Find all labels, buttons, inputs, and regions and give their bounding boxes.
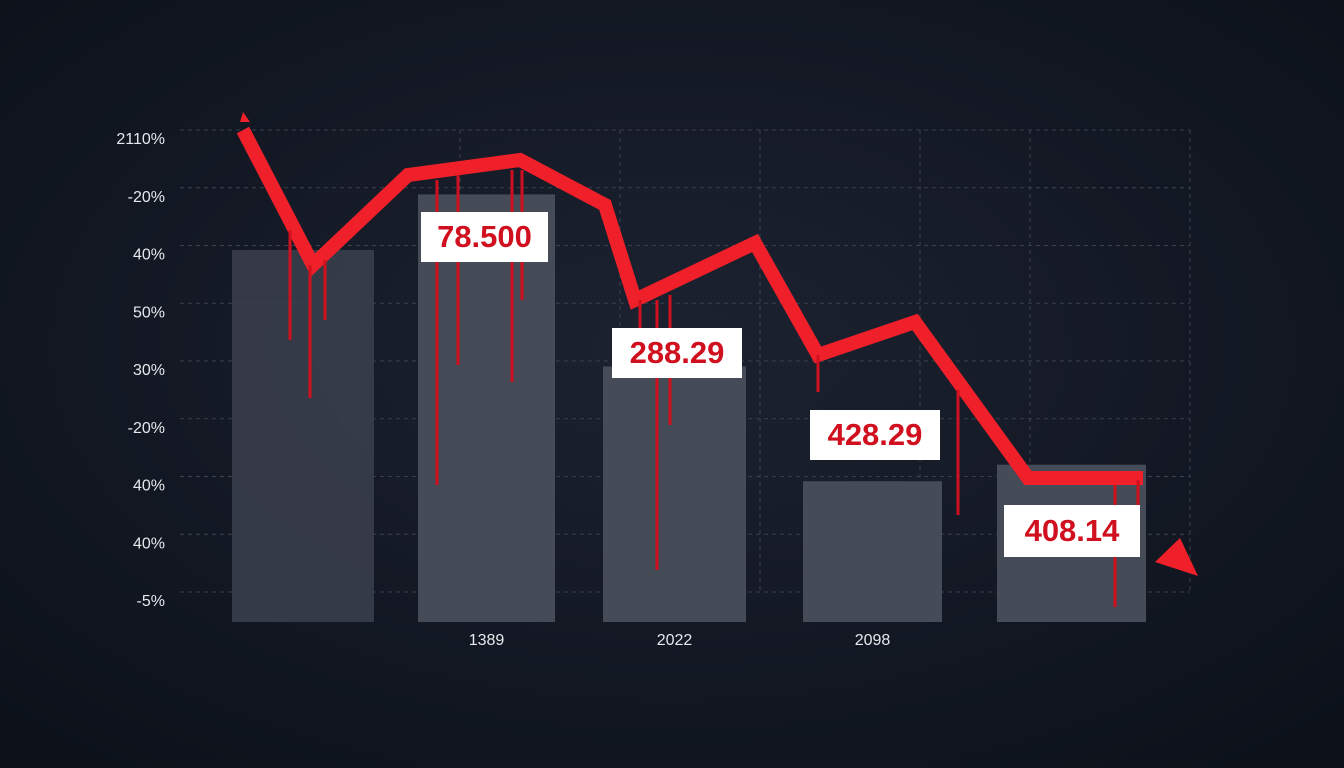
bar [803,481,942,622]
value-label-box [612,328,742,378]
y-tick-label: 30% [133,362,165,379]
trend-path [236,126,1143,485]
value-label: 408.14 [1025,513,1121,548]
bar [418,194,555,622]
value-label-box [1004,505,1140,557]
bars: 1389 2022 2098 [418,194,1146,649]
y-tick-label: -5% [137,593,165,610]
y-tick-label: 50% [133,304,165,321]
value-label-box [421,212,548,262]
y-tick-label: -20% [128,189,165,206]
y-tick-label: 40% [133,247,165,264]
value-labels: 78.500 288.29 428.29 408.14 [421,212,1140,557]
value-label: 428.29 [828,417,923,452]
x-tick-label: 2022 [657,632,693,649]
y-tick-label: 2110% [116,131,165,148]
x-tick-label: 1389 [469,632,505,649]
value-label: 288.29 [630,335,725,370]
y-tick-label: -20% [128,420,165,437]
bar [603,366,746,622]
y-tick-label: 40% [133,478,165,495]
x-tick-label: 2098 [855,632,891,649]
trend-arrow [1155,538,1198,576]
bar-unlabeled [232,250,374,622]
y-tick-label: 40% [133,535,165,552]
value-label-box [810,410,940,460]
trend-start [240,112,250,122]
value-label: 78.500 [437,219,532,254]
